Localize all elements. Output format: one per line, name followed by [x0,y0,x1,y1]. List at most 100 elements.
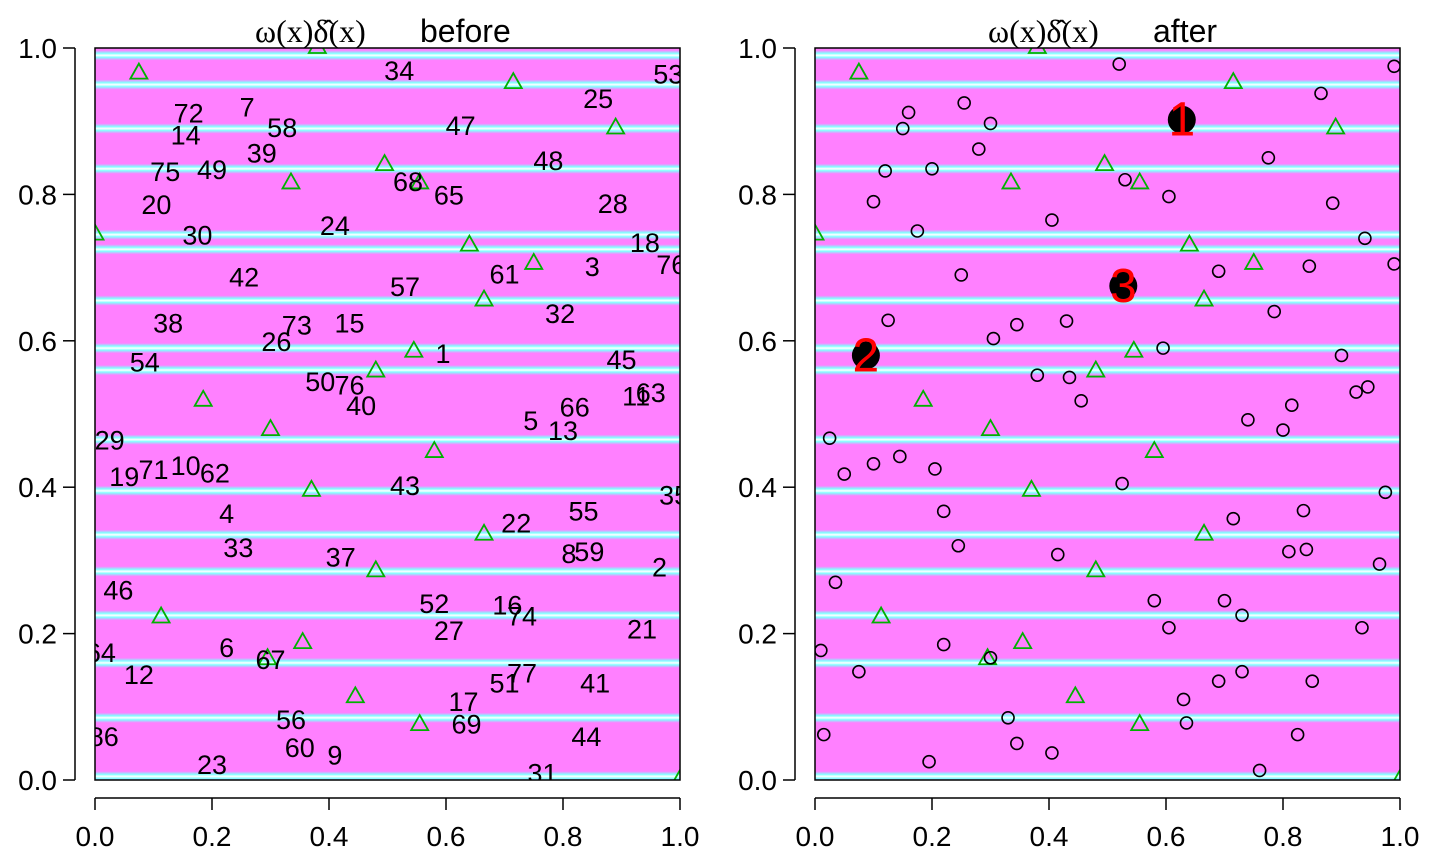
triangle-point [1085,559,1106,578]
background-band [815,295,1400,306]
circle-point [928,462,942,476]
y-tick-label: 0.6 [18,326,57,357]
triangle-point [280,171,302,190]
triangle-point [473,288,495,307]
plot-area-after: 1 3 2 [815,48,1400,780]
y-tick-label: 0.0 [738,765,777,796]
background-band [815,163,1400,174]
point-label: 42 [229,262,259,292]
title-formula-before: ω(x)δ̂(x) [255,13,366,49]
circle-point [837,467,852,481]
background-band [815,529,1400,540]
point-label: 23 [197,750,227,780]
circle-point [828,575,843,590]
circle-point [1045,213,1059,227]
circle-point [1112,57,1126,71]
circle-point [1115,476,1129,491]
point-label: 63 [636,378,666,408]
triangle-point [365,559,386,578]
circle-point [936,637,951,652]
triangle-point [473,522,495,541]
triangle-point [1193,522,1215,541]
x-tick-label: 0.4 [310,821,349,852]
point-label: 31 [528,759,558,789]
point-label: 33 [223,533,253,563]
point-label: 32 [545,299,575,329]
circle-point [1299,542,1314,557]
circle-point [1045,746,1059,760]
point-label: 44 [571,722,601,752]
triangle-point [424,440,445,458]
background-band [815,244,1400,255]
circle-point [1211,264,1226,279]
plot-frame [94,47,681,781]
panel-after: 1 3 2 0.0 0.2 0.4 0.6 0.8 1.0 0.0 0.2 0.4 0.6 0.8 1.0… [738,13,1419,852]
point-label: 49 [197,155,227,185]
point-label: 16 [492,590,522,620]
point-label: 45 [606,345,636,375]
point-label: 26 [261,327,291,357]
point-label: 21 [627,614,657,644]
plot-contents: 1 3 2 [815,48,1400,780]
circle-point [986,331,1001,346]
triangle-point [193,388,214,407]
circle-point [1302,259,1317,273]
triangle-point [365,359,386,378]
highlight-point [1109,271,1138,300]
triangle-point [151,605,172,624]
point-label: 10 [171,451,201,481]
circle-point [1162,620,1176,635]
background-band [95,485,680,496]
highlight-label: 1 [1168,94,1195,147]
point-label: 1 [436,339,451,369]
triangle-point [128,61,149,80]
triangle-point [292,631,313,650]
circle-point [1284,398,1299,413]
circle-point [1118,172,1132,187]
y-tick-label: 0.2 [738,619,777,650]
circle-point [1241,413,1255,427]
axes-after: 0.0 0.2 0.4 0.6 0.8 1.0 0.0 0.2 0.4 0.6 0.8 1.0 [738,33,1419,852]
point-label: 56 [276,705,306,735]
triangle-point [871,605,892,624]
x-tick-label: 0.8 [544,821,583,852]
background-band [815,657,1400,668]
point-label: 20 [141,190,171,220]
point-label: 76 [334,371,364,401]
triangle-point [403,339,424,358]
triangle-point [409,171,430,190]
triangle-point [374,153,395,172]
background-band [815,434,1400,445]
y-tick-label: 0.4 [18,472,57,503]
x-tick-label: 0.0 [76,821,115,852]
circle-point [816,727,831,742]
circle-point [1276,423,1290,437]
circle-point [866,194,881,209]
point-label: 22 [501,508,531,538]
circle-point [1211,674,1226,688]
circle-point [1074,394,1088,408]
point-label: 34 [384,56,414,86]
circle-point [1010,736,1024,751]
circle-point [1387,257,1400,271]
point-label: 59 [574,537,604,567]
background-band [95,566,680,577]
circle-point [951,538,966,553]
y-tick-label: 0.8 [18,179,57,210]
point-label: 66 [560,393,590,423]
circle-point [1147,593,1162,608]
triangle-point [1144,440,1165,458]
circle-point [1156,341,1170,355]
point-label: 64 [86,638,116,668]
background-band [815,566,1400,577]
triangle-point [1129,713,1150,731]
point-label: 24 [320,211,350,241]
triangle-point [345,685,366,704]
point-label: 37 [326,543,356,573]
circle-point [1001,710,1015,725]
point-label: 50 [305,367,335,397]
circle-point [1372,557,1387,571]
y-tick-label: 1.0 [18,33,57,64]
background-band [95,712,680,723]
